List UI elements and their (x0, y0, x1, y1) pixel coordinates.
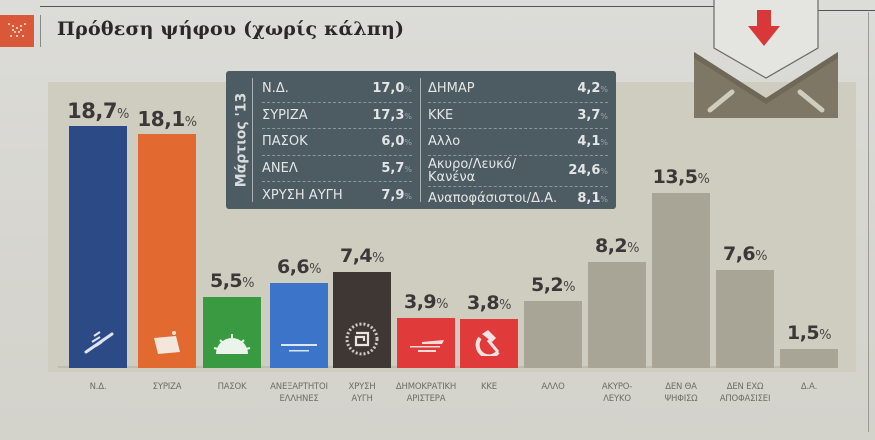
category-label: ΣΥΡΙΖΑ (152, 382, 182, 392)
bar-value-label: 6,6% (276, 256, 322, 278)
bar-12 (780, 349, 838, 368)
inset-row: Ν.Δ. 17,0% (262, 76, 412, 103)
category-label: ΔΕΝ ΕΧΩ ΑΠΟΦΑΣΙΣΕΙ (719, 382, 771, 404)
category-label: ΚΚΕ (481, 382, 497, 392)
category-label: Ν.Δ. (89, 382, 107, 392)
top-rule-right (808, 10, 875, 11)
right-rule (868, 12, 869, 432)
anel-logo-icon (277, 340, 321, 360)
inset-row: ΑΝΕΛ 5,7% (262, 156, 412, 183)
inset-period-label: Μάρτιος '13 (233, 92, 249, 188)
inset-row: ΔΗΜΑΡ 4,2% (428, 76, 608, 103)
bar-10 (652, 193, 710, 368)
bar-value-label: 5,5% (209, 270, 255, 292)
category-label: ΠΑΣΟΚ (217, 382, 247, 392)
inset-row: ΧΡΥΣΗ ΑΥΓΗ 7,9% (262, 187, 412, 203)
category-label: ΔΗΜΟΚΡΑΤΙΚΗ ΑΡΙΣΤΕΡΑ (395, 382, 457, 404)
inset-row: Ακυρο/Λευκό/ Κανένα 24,6% (428, 156, 608, 187)
bar-value-label: 8,2% (594, 235, 640, 257)
category-label: ΑΚΥΡΟ- ΛΕΥΚΟ (601, 382, 633, 404)
bar-value-label: 18,7% (67, 99, 129, 123)
inset-row: Αναποφάσιστοι/Δ.Α. 8,1% (428, 191, 608, 207)
bar-value-label: 1,5% (786, 322, 832, 344)
bar-7 (460, 319, 518, 368)
ballot-envelope-down-arrow-icon (694, 0, 838, 118)
grid-pattern-icon (0, 15, 34, 47)
inset-right-column: ΔΗΜΑΡ 4,2% ΚΚΕ 3,7% Αλλο 4,1% Ακυρο/Λευκό/ … (428, 76, 608, 211)
category-label: Δ.Α. (800, 382, 818, 392)
dimar-logo-icon (404, 338, 448, 360)
bar-4 (270, 283, 328, 368)
bar-2 (138, 134, 196, 368)
chart-title: Πρόθεση ψήφου (χωρίς κάλπη) (57, 18, 405, 40)
inset-left-column: Ν.Δ. 17,0% ΣΥΡΙΖΑ 17,3% ΠΑΣΟΚ 6,0% ΑΝΕΛ 5,7%… (262, 76, 412, 208)
category-label: ΔΕΝ ΘΑ ΨΗΦΙΣΩ (664, 382, 698, 404)
bar-value-label: 3,8% (466, 292, 512, 314)
bar-3 (203, 297, 261, 368)
top-rule (40, 6, 720, 7)
bar-value-label: 3,9% (403, 291, 449, 313)
inset-row: Αλλο 4,1% (428, 129, 608, 156)
bar-value-label: 5,2% (530, 274, 576, 296)
meander-wreath-icon (345, 322, 379, 360)
inset-row: ΠΑΣΟΚ 6,0% (262, 129, 412, 156)
title-separator (40, 15, 41, 47)
category-label: ΑΝΕΞΑΡΤΗΤΟΙ ΕΛΛΗΝΕΣ (270, 382, 328, 404)
bar-value-label: 13,5% (652, 166, 710, 188)
bar-value-label: 7,6% (722, 243, 768, 265)
inset-divider (420, 78, 421, 202)
category-label: ΑΛΛΟ (541, 382, 565, 392)
inset-divider-left (252, 78, 253, 202)
bar-1 (69, 126, 127, 368)
torch-hand-icon (78, 326, 118, 360)
bar-9 (588, 262, 646, 368)
bar-8 (524, 301, 582, 368)
bar-value-label: 18,1% (137, 107, 197, 131)
inset-row: ΚΚΕ 3,7% (428, 103, 608, 130)
flag-icon (150, 330, 184, 360)
bar-6 (397, 318, 455, 368)
hammer-sickle-icon (474, 328, 504, 360)
inset-row: ΣΥΡΙΖΑ 17,3% (262, 103, 412, 130)
bar-value-label: 7,4% (339, 245, 385, 267)
rising-sun-icon (212, 334, 252, 360)
category-label: ΧΡΥΣΗ ΑΥΓΗ (348, 382, 376, 404)
bar-11 (716, 270, 774, 368)
bar-5 (333, 272, 391, 368)
